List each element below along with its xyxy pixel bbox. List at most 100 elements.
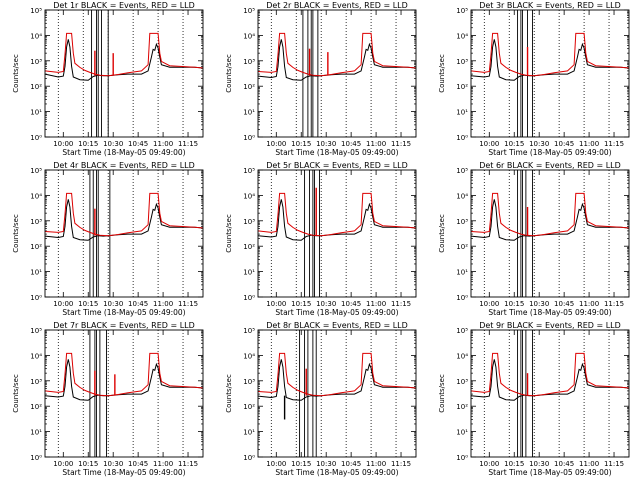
x-tick-label: 11:00 xyxy=(153,460,173,468)
plot-frame xyxy=(470,9,630,138)
lld-red-series-line xyxy=(257,352,417,397)
lld-red-series-line xyxy=(44,192,204,237)
x-axis-label: Start Time (18-May-05 09:49:00) xyxy=(62,468,185,477)
y-tick-label: 10¹ xyxy=(243,109,255,117)
x-tick-label: 10:45 xyxy=(554,460,574,468)
x-tick-label: 10:30 xyxy=(529,140,549,148)
x-tick-label: 10:15 xyxy=(504,300,524,308)
y-axis-label: Counts/sec xyxy=(225,374,233,413)
y-tick-label: 10³ xyxy=(243,58,255,66)
x-tick-label: 10:30 xyxy=(316,140,336,148)
y-tick-label: 10² xyxy=(243,83,255,91)
x-tick-label: 10:45 xyxy=(341,300,361,308)
y-tick-label: 10³ xyxy=(456,378,468,386)
lld-red-series-line xyxy=(44,352,204,397)
x-tick-label: 10:30 xyxy=(103,300,123,308)
panel-title: Det 8r BLACK = Events, RED = LLD xyxy=(266,321,408,330)
y-tick-label: 10⁴ xyxy=(243,192,255,200)
x-tick-label: 11:15 xyxy=(178,300,198,308)
x-tick-label: 11:15 xyxy=(604,460,624,468)
x-tick-label: 11:00 xyxy=(579,140,599,148)
x-tick-label: 10:15 xyxy=(78,460,98,468)
y-axis-label: Counts/sec xyxy=(12,54,20,93)
y-axis-label: Counts/sec xyxy=(438,54,446,93)
y-tick-label: 10⁵ xyxy=(30,7,42,15)
x-tick-label: 10:45 xyxy=(128,300,148,308)
detector-panel: 10⁰ 10¹ 10² 10³ 10⁴ 10⁵ 10:00 10:15 10:30 10:45 11… xyxy=(438,321,630,477)
x-tick-label: 11:15 xyxy=(391,300,411,308)
panel-title: Det 6r BLACK = Events, RED = LLD xyxy=(479,161,621,170)
x-tick-label: 10:15 xyxy=(504,460,524,468)
y-tick-label: 10² xyxy=(243,403,255,411)
y-tick-label: 10⁰ xyxy=(243,454,255,462)
events-black-series-line xyxy=(257,359,417,401)
events-black-series-line xyxy=(470,359,630,401)
x-axis-label: Start Time (18-May-05 09:49:00) xyxy=(275,308,398,317)
x-tick-label: 10:30 xyxy=(316,300,336,308)
x-axis-label: Start Time (18-May-05 09:49:00) xyxy=(275,148,398,157)
y-tick-label: 10⁴ xyxy=(243,32,255,40)
x-axis-label: Start Time (18-May-05 09:49:00) xyxy=(275,468,398,477)
lld-red-series-line xyxy=(257,32,417,77)
events-black-series-line xyxy=(44,359,204,401)
x-tick-label: 10:00 xyxy=(53,460,73,468)
y-tick-label: 10³ xyxy=(243,218,255,226)
panel-title: Det 3r BLACK = Events, RED = LLD xyxy=(479,1,621,10)
x-tick-label: 10:45 xyxy=(554,300,574,308)
panel-title: Det 2r BLACK = Events, RED = LLD xyxy=(266,1,408,10)
plot-frame xyxy=(44,9,204,138)
detector-panel: 10⁰ 10¹ 10² 10³ 10⁴ 10⁵ 10:00 10:15 10:30 10:45 11… xyxy=(438,161,630,317)
y-tick-label: 10⁵ xyxy=(243,7,255,15)
x-tick-label: 10:00 xyxy=(479,300,499,308)
y-tick-label: 10⁰ xyxy=(456,134,468,142)
y-tick-label: 10² xyxy=(30,83,42,91)
x-tick-label: 10:30 xyxy=(316,460,336,468)
y-tick-label: 10⁴ xyxy=(30,192,42,200)
x-tick-label: 11:00 xyxy=(153,140,173,148)
lld-red-series-line xyxy=(470,192,630,237)
y-tick-label: 10⁴ xyxy=(456,192,468,200)
x-tick-label: 10:45 xyxy=(554,140,574,148)
x-tick-label: 11:00 xyxy=(366,460,386,468)
x-tick-label: 10:00 xyxy=(266,140,286,148)
lld-red-series-line xyxy=(44,32,204,77)
y-tick-label: 10¹ xyxy=(30,429,42,437)
y-tick-label: 10⁵ xyxy=(30,167,42,175)
y-tick-label: 10⁵ xyxy=(456,167,468,175)
events-black-series-line xyxy=(44,39,204,81)
plot-frame xyxy=(257,329,417,458)
y-tick-label: 10² xyxy=(30,243,42,251)
x-tick-label: 11:15 xyxy=(604,140,624,148)
x-tick-label: 10:15 xyxy=(78,140,98,148)
y-tick-label: 10¹ xyxy=(30,269,42,277)
x-tick-label: 10:00 xyxy=(479,140,499,148)
x-axis-label: Start Time (18-May-05 09:49:00) xyxy=(62,308,185,317)
y-tick-label: 10³ xyxy=(30,58,42,66)
x-axis-label: Start Time (18-May-05 09:49:00) xyxy=(488,308,611,317)
x-axis-label: Start Time (18-May-05 09:49:00) xyxy=(62,148,185,157)
panel-title: Det 5r BLACK = Events, RED = LLD xyxy=(266,161,408,170)
x-tick-label: 11:15 xyxy=(178,460,198,468)
x-tick-label: 10:45 xyxy=(341,460,361,468)
plot-frame xyxy=(470,329,630,458)
x-tick-label: 10:15 xyxy=(504,140,524,148)
x-tick-label: 11:15 xyxy=(178,140,198,148)
lld-red-series-line xyxy=(257,192,417,237)
y-tick-label: 10⁵ xyxy=(30,327,42,335)
y-tick-label: 10¹ xyxy=(456,269,468,277)
events-black-series-line xyxy=(44,199,204,241)
x-tick-label: 11:15 xyxy=(604,300,624,308)
events-black-series-line xyxy=(257,39,417,81)
x-tick-label: 10:30 xyxy=(103,460,123,468)
x-tick-label: 10:15 xyxy=(291,300,311,308)
y-tick-label: 10⁵ xyxy=(456,7,468,15)
events-black-series-line xyxy=(257,199,417,241)
y-tick-label: 10² xyxy=(456,83,468,91)
x-tick-label: 11:00 xyxy=(366,300,386,308)
y-tick-label: 10⁵ xyxy=(243,167,255,175)
y-tick-label: 10⁴ xyxy=(30,32,42,40)
y-tick-label: 10³ xyxy=(456,218,468,226)
panel-title: Det 7r BLACK = Events, RED = LLD xyxy=(53,321,195,330)
y-axis-label: Counts/sec xyxy=(438,374,446,413)
y-tick-label: 10¹ xyxy=(30,109,42,117)
